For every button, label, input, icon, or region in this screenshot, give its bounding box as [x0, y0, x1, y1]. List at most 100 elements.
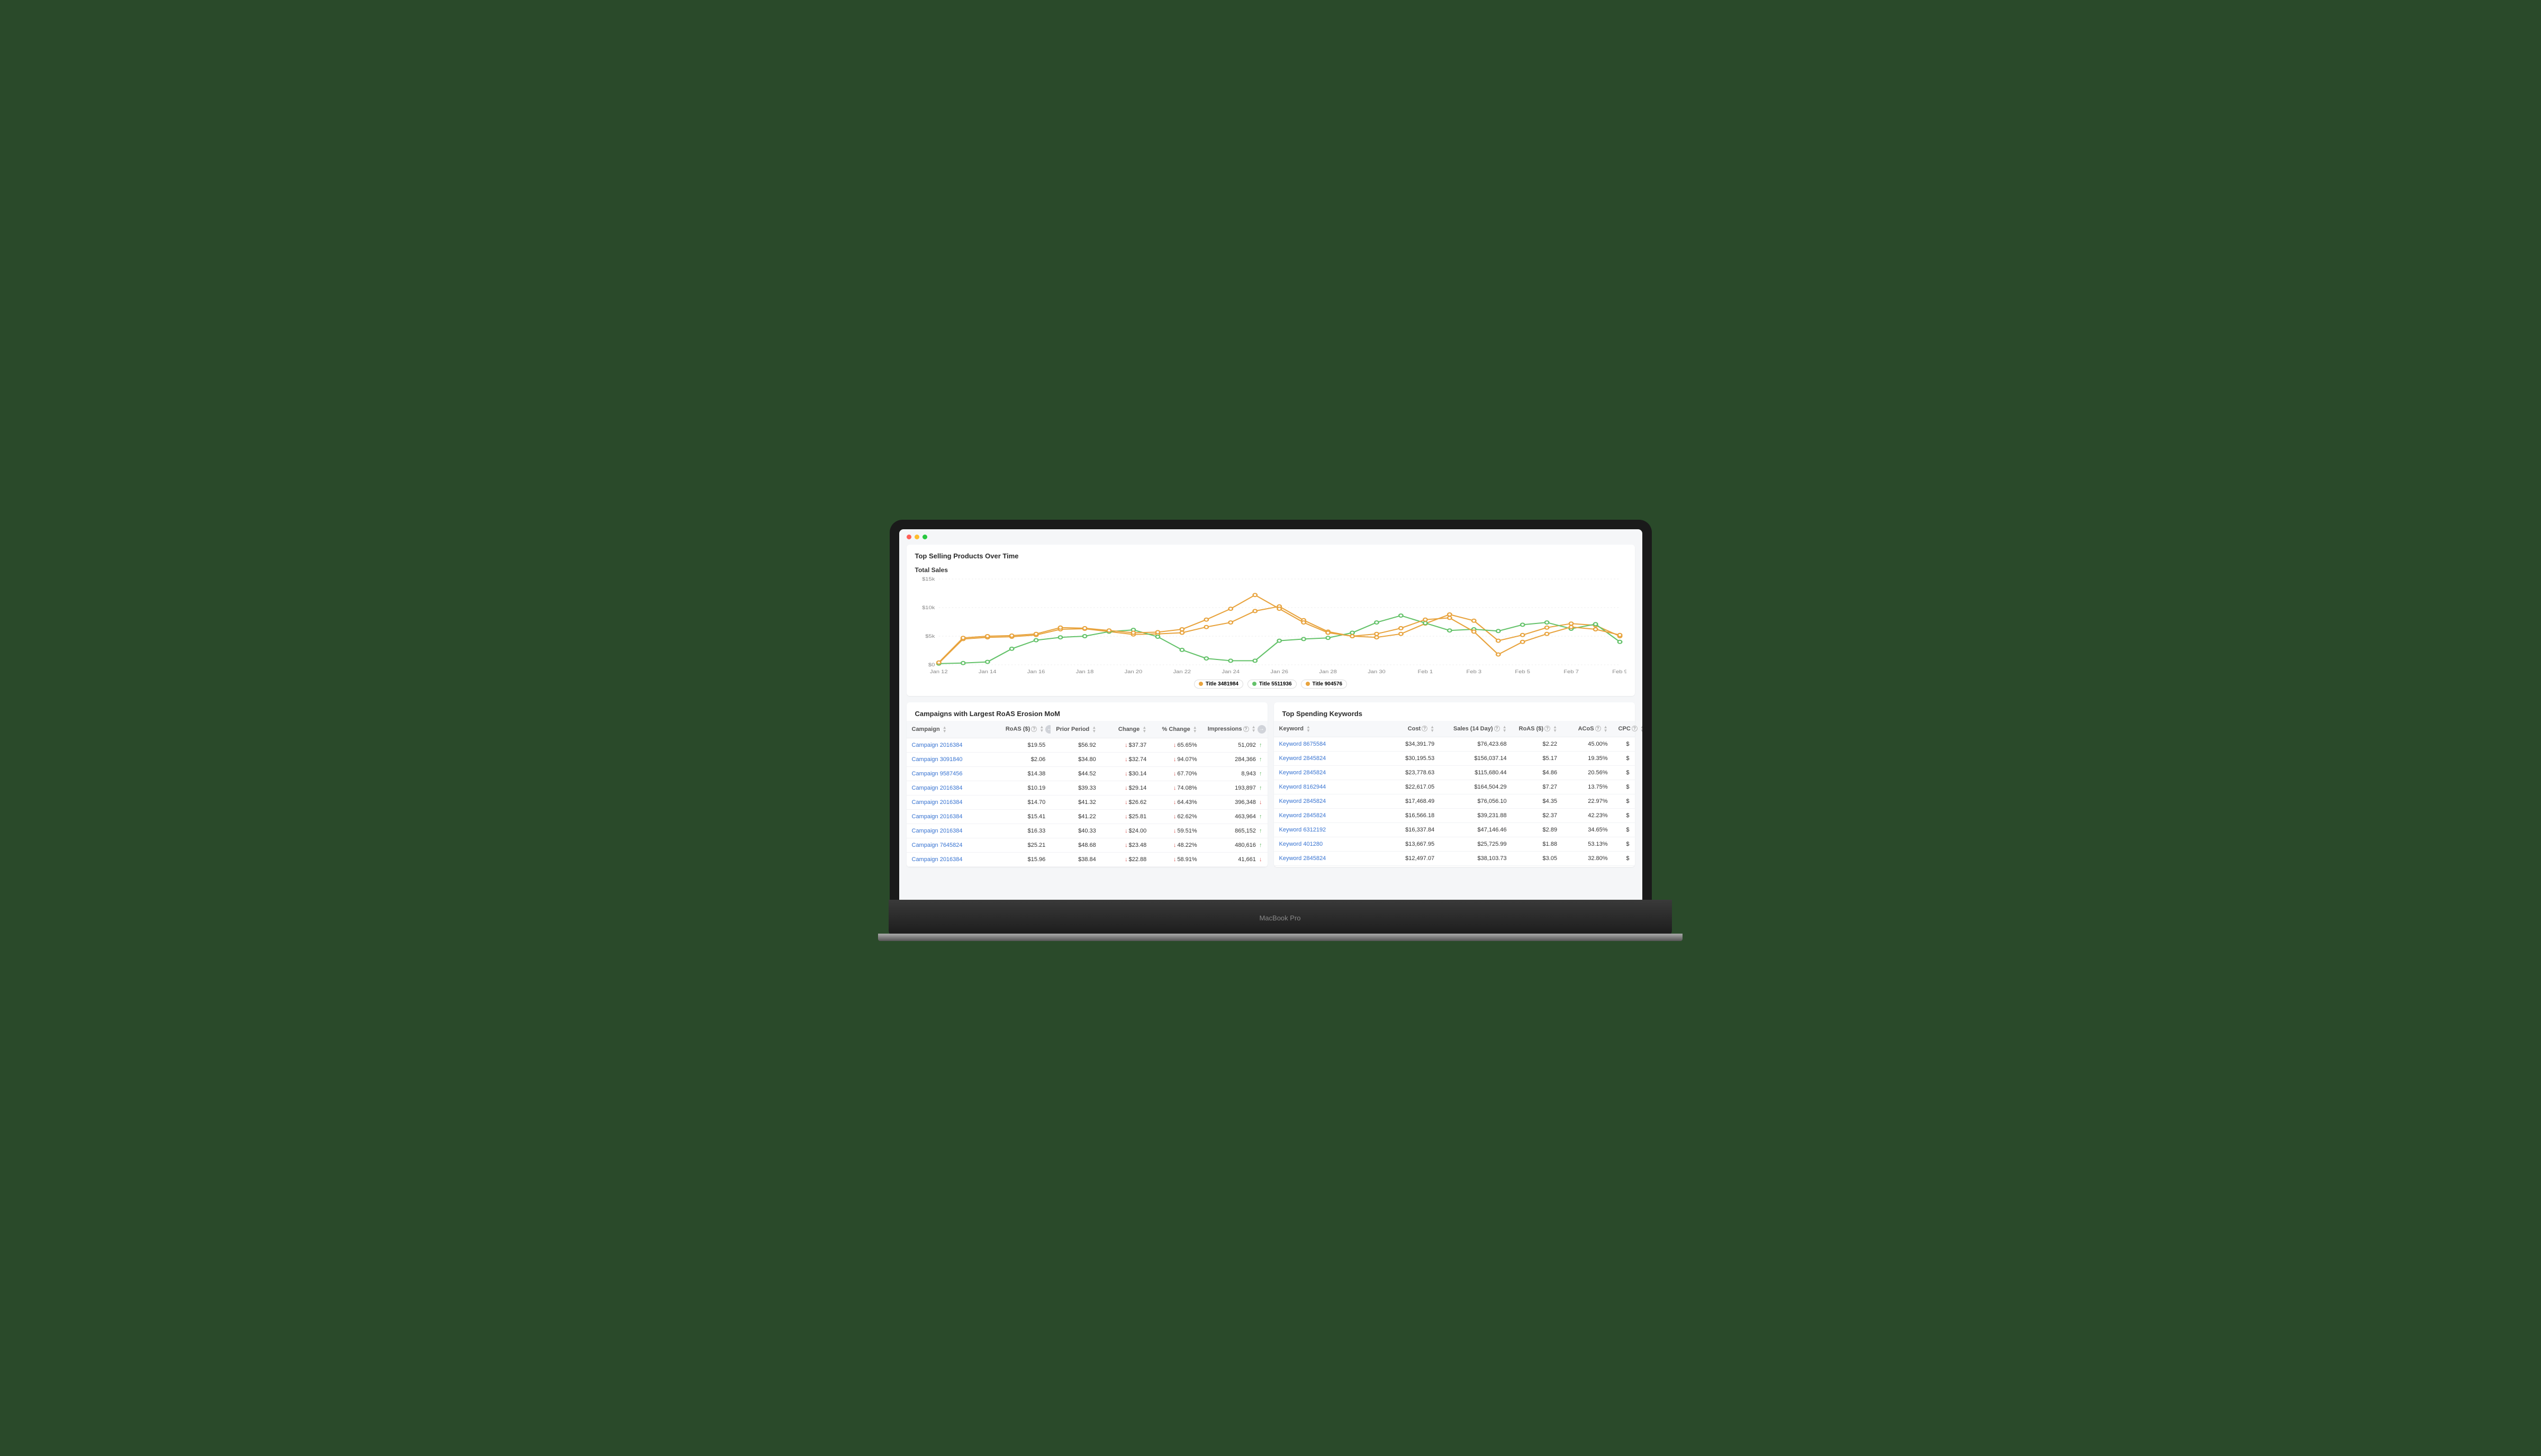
keyword-link[interactable]: Keyword 2845824: [1279, 755, 1326, 762]
table-row: Keyword 8162944 $22,617.05 $164,504.29 $…: [1274, 780, 1635, 794]
campaigns-table: Campaign ▲▼RoAS ($)? ▲▼ ←Prior Period ▲▼…: [907, 721, 1268, 867]
table-row: Campaign 3091840 $2.06 $34.80 $32.74 94.…: [907, 752, 1268, 766]
keyword-link[interactable]: Keyword 8162944: [1279, 784, 1326, 790]
arrow-down-icon: ↓: [1259, 856, 1262, 863]
column-header[interactable]: CPC? ▲▼: [1613, 721, 1635, 737]
help-icon[interactable]: ?: [1494, 726, 1500, 731]
table-row: Keyword 2845824 $23,778.63 $115,680.44 $…: [1274, 765, 1635, 780]
sort-icon[interactable]: ▲▼: [1039, 725, 1044, 732]
sort-icon[interactable]: ▲▼: [1142, 726, 1146, 733]
table-row: Campaign 2016384 $10.19 $39.33 $29.14 74…: [907, 781, 1268, 795]
campaign-link[interactable]: Campaign 2016384: [912, 799, 963, 806]
keywords-table: Keyword ▲▼Cost? ▲▼Sales (14 Day)? ▲▼RoAS…: [1274, 721, 1635, 866]
table-row: Keyword 8675584 $34,391.79 $76,423.68 $2…: [1274, 737, 1635, 751]
campaign-link[interactable]: Campaign 2016384: [912, 813, 963, 820]
sort-icon[interactable]: ▲▼: [1193, 726, 1197, 733]
keyword-link[interactable]: Keyword 2845824: [1279, 812, 1326, 819]
svg-text:Feb 9: Feb 9: [1612, 669, 1626, 674]
keyword-link[interactable]: Keyword 8675584: [1279, 741, 1326, 747]
table-row: Keyword 2845824 $16,566.18 $39,231.88 $2…: [1274, 808, 1635, 822]
column-header[interactable]: RoAS ($)? ▲▼: [1512, 721, 1562, 737]
keywords-card: Top Spending Keywords Keyword ▲▼Cost? ▲▼…: [1274, 702, 1635, 867]
help-icon[interactable]: ?: [1243, 726, 1249, 732]
table-row: Campaign 2016384 $15.96 $38.84 $22.88 58…: [907, 852, 1268, 866]
arrow-up-icon: ↑: [1259, 742, 1262, 748]
help-icon[interactable]: ?: [1595, 726, 1601, 731]
help-icon[interactable]: ?: [1632, 726, 1638, 731]
keyword-link[interactable]: Keyword 401280: [1279, 841, 1323, 847]
window-controls: [899, 529, 1642, 545]
sort-icon[interactable]: ▲▼: [1640, 725, 1642, 732]
svg-text:$5k: $5k: [925, 634, 935, 639]
arrow-up-icon: ↑: [1259, 756, 1262, 763]
arrow-down-icon: ↓: [1259, 799, 1262, 806]
sort-icon[interactable]: ▲▼: [1430, 725, 1434, 732]
laptop-base: MacBook Pro: [889, 900, 1672, 937]
column-header[interactable]: Sales (14 Day)? ▲▼: [1440, 721, 1512, 737]
campaign-link[interactable]: Campaign 2016384: [912, 856, 963, 863]
sort-icon[interactable]: ▲▼: [1092, 726, 1096, 733]
keyword-link[interactable]: Keyword 2845824: [1279, 798, 1326, 804]
sort-icon[interactable]: ▲▼: [1503, 725, 1507, 732]
svg-text:Feb 3: Feb 3: [1466, 669, 1481, 674]
campaign-link[interactable]: Campaign 3091840: [912, 756, 963, 763]
column-header[interactable]: Keyword ▲▼: [1274, 721, 1375, 737]
sales-line-chart: $0$5k$10k$15kJan 12Jan 14Jan 16Jan 18Jan…: [915, 576, 1626, 676]
help-icon[interactable]: ?: [1422, 726, 1427, 731]
svg-text:Jan 30: Jan 30: [1368, 669, 1386, 674]
minimize-icon[interactable]: [915, 535, 919, 539]
sort-icon[interactable]: ▲▼: [1604, 725, 1608, 732]
arrow-up-icon: ↑: [1259, 813, 1262, 820]
keyword-link[interactable]: Keyword 6312192: [1279, 827, 1326, 833]
keyword-link[interactable]: Keyword 2845824: [1279, 770, 1326, 776]
help-icon[interactable]: ?: [1031, 726, 1037, 732]
svg-text:Feb 5: Feb 5: [1515, 669, 1530, 674]
svg-text:Jan 22: Jan 22: [1173, 669, 1191, 674]
column-header[interactable]: Impressions? ▲▼ →: [1202, 721, 1268, 738]
close-icon[interactable]: [907, 535, 911, 539]
column-header[interactable]: ACoS? ▲▼: [1562, 721, 1613, 737]
sort-icon[interactable]: ▲▼: [1553, 725, 1557, 732]
sort-icon[interactable]: ▲▼: [1252, 725, 1256, 732]
column-header[interactable]: Change ▲▼: [1101, 721, 1152, 738]
legend-item[interactable]: Title 5511936: [1247, 680, 1297, 689]
svg-text:$0: $0: [928, 662, 935, 667]
campaign-link[interactable]: Campaign 2016384: [912, 828, 963, 834]
arrow-up-icon: ↑: [1259, 771, 1262, 777]
campaign-link[interactable]: Campaign 9587456: [912, 771, 963, 777]
svg-text:$10k: $10k: [922, 605, 935, 610]
table-row: Campaign 7645824 $25.21 $48.68 $23.48 48…: [907, 838, 1268, 852]
svg-text:$15k: $15k: [922, 576, 935, 582]
sort-icon[interactable]: ▲▼: [1306, 725, 1310, 732]
campaign-link[interactable]: Campaign 7645824: [912, 842, 963, 848]
maximize-icon[interactable]: [923, 535, 927, 539]
laptop-frame: Top Selling Products Over Time Total Sal…: [890, 520, 1652, 937]
table-row: Keyword 2845824 $17,468.49 $76,056.10 $4…: [1274, 794, 1635, 808]
help-icon[interactable]: ?: [1544, 726, 1550, 731]
table-row: Campaign 9587456 $14.38 $44.52 $30.14 67…: [907, 766, 1268, 781]
column-header[interactable]: RoAS ($)? ▲▼ ←: [1000, 721, 1051, 738]
legend-item[interactable]: Title 3481984: [1194, 680, 1243, 689]
svg-text:Feb 7: Feb 7: [1563, 669, 1579, 674]
campaign-link[interactable]: Campaign 2016384: [912, 742, 963, 748]
legend-item[interactable]: Title 904576: [1301, 680, 1348, 689]
laptop-screen: Top Selling Products Over Time Total Sal…: [899, 529, 1642, 900]
column-header[interactable]: Cost? ▲▼: [1375, 721, 1440, 737]
keyword-link[interactable]: Keyword 2845824: [1279, 855, 1326, 862]
column-header[interactable]: Prior Period ▲▼: [1051, 721, 1101, 738]
chart-subtitle: Total Sales: [915, 563, 1626, 576]
svg-text:Jan 26: Jan 26: [1270, 669, 1288, 674]
svg-text:Feb 1: Feb 1: [1417, 669, 1433, 674]
campaign-link[interactable]: Campaign 2016384: [912, 785, 963, 791]
arrow-up-icon: ↑: [1259, 785, 1262, 791]
arrow-up-icon: ↑: [1259, 828, 1262, 834]
campaigns-card: Campaigns with Largest RoAS Erosion MoM …: [907, 702, 1268, 867]
column-header[interactable]: % Change ▲▼: [1152, 721, 1202, 738]
arrow-up-icon: ↑: [1259, 842, 1262, 848]
svg-text:Jan 14: Jan 14: [978, 669, 996, 674]
column-header[interactable]: Campaign ▲▼: [907, 721, 1000, 738]
table-row: Campaign 2016384 $16.33 $40.33 $24.00 59…: [907, 824, 1268, 838]
sort-icon[interactable]: ▲▼: [943, 726, 947, 733]
svg-text:Jan 24: Jan 24: [1222, 669, 1240, 674]
nav-right-icon[interactable]: →: [1258, 725, 1266, 734]
